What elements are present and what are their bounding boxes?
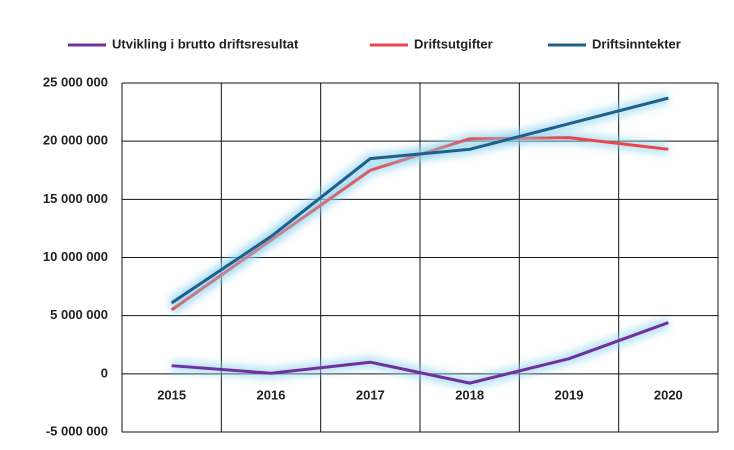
- legend-label: Driftsutgifter: [414, 36, 493, 51]
- y-tick-label: 20 000 000: [43, 133, 108, 148]
- series-line: [170, 96, 669, 305]
- x-tick-label: 2020: [654, 387, 683, 402]
- x-tick-label: 2015: [157, 387, 186, 402]
- x-tick-label: 2016: [257, 387, 286, 402]
- legend-label: Driftsinntekter: [592, 36, 681, 51]
- y-tick-label: 5 000 000: [50, 307, 108, 322]
- y-tick-label: 15 000 000: [43, 191, 108, 206]
- y-tick-label: 10 000 000: [43, 249, 108, 264]
- x-tick-label: 2019: [555, 387, 584, 402]
- x-tick-label: 2018: [455, 387, 484, 402]
- y-tick-label: 0: [101, 365, 108, 380]
- legend-label: Utvikling i brutto driftsresultat: [112, 36, 299, 51]
- y-tick-label: -5 000 000: [46, 423, 108, 438]
- y-tick-label: 25 000 000: [43, 74, 108, 89]
- series-line: [171, 321, 669, 385]
- x-tick-label: 2017: [356, 387, 385, 402]
